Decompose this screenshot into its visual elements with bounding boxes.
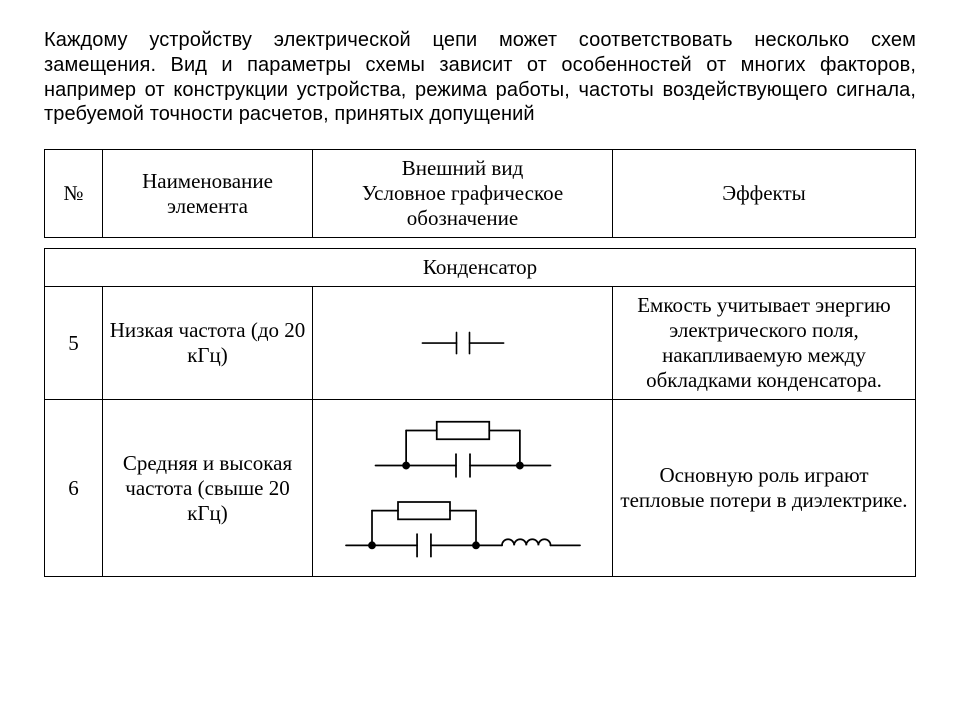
header-num: №	[45, 150, 103, 238]
row-name: Средняя и высокая частота (свыше 20 кГц)	[103, 400, 313, 577]
row-effects: Основную роль играют тепловые потери в д…	[613, 400, 916, 577]
header-symbol-line1: Внешний вид	[402, 156, 524, 180]
intro-paragraph: Каждому устройству электрической цепи мо…	[44, 28, 916, 127]
content-table: Конденсатор 5 Низкая частота (до 20 кГц)…	[44, 248, 916, 577]
capacitor-icon	[398, 318, 528, 368]
header-table: № Наименование элемента Внешний вид Усло…	[44, 149, 916, 238]
header-symbol-line2: Условное графическое обозначение	[362, 181, 563, 230]
section-title: Конденсатор	[45, 249, 916, 287]
header-symbol: Внешний вид Условное графическое обознач…	[313, 150, 613, 238]
row-symbol	[313, 400, 613, 577]
row-num: 6	[45, 400, 103, 577]
rc-parallel-series-l-icon	[333, 488, 593, 568]
header-effects: Эффекты	[613, 150, 916, 238]
row-effects: Емкость учитывает энергию электрического…	[613, 287, 916, 400]
rc-parallel-icon	[358, 408, 568, 488]
row-name: Низкая частота (до 20 кГц)	[103, 287, 313, 400]
table-row: 5 Низкая частота (до 20 кГц) Емкость учи…	[45, 287, 916, 400]
table-row: 6 Средняя и высокая частота (свыше 20 кГ…	[45, 400, 916, 577]
row-symbol	[313, 287, 613, 400]
row-num: 5	[45, 287, 103, 400]
header-name: Наименование элемента	[103, 150, 313, 238]
